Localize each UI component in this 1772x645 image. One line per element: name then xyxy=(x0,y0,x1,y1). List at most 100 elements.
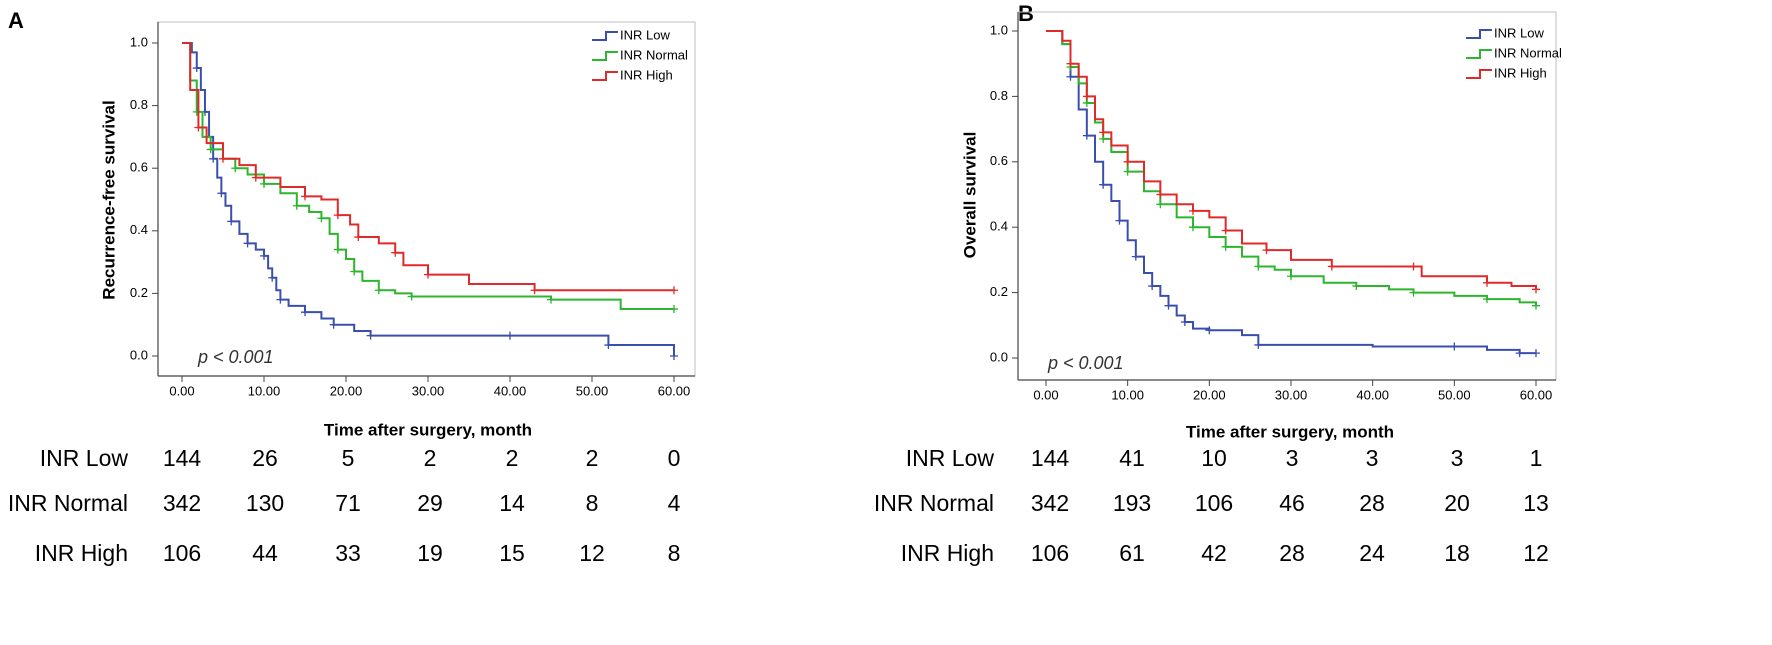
risk-table-count: 10 xyxy=(1201,445,1227,471)
risk-table-count: 19 xyxy=(417,540,443,566)
censor-mark-high xyxy=(670,286,678,295)
censor-mark-normal xyxy=(1409,288,1418,297)
censor-mark-high xyxy=(251,173,260,182)
risk-table-row-label: INR High xyxy=(35,540,128,566)
censor-mark-low xyxy=(243,239,252,248)
legend-label: INR Low xyxy=(1494,25,1544,40)
censor-mark-normal xyxy=(192,107,201,116)
risk-table-count: 2 xyxy=(586,445,599,471)
legend-swatch-high xyxy=(592,71,618,81)
censor-mark-normal xyxy=(1287,272,1295,281)
risk-table-count: 18 xyxy=(1444,540,1470,566)
censor-mark-low xyxy=(1066,72,1075,81)
risk-table-count: 2 xyxy=(424,445,437,471)
censor-mark-low xyxy=(268,273,277,282)
legend-label: INR Normal xyxy=(620,47,688,62)
risk-table-count: 29 xyxy=(417,490,443,516)
legend-swatch-normal xyxy=(1466,49,1492,59)
censor-mark-normal xyxy=(1189,223,1197,232)
risk-table-count: 0 xyxy=(668,445,681,471)
risk-table-count: 61 xyxy=(1119,540,1145,566)
x-tick-label: 0.00 xyxy=(169,383,194,398)
y-axis-title: Recurrence-free survival xyxy=(99,100,118,299)
censor-mark-normal xyxy=(1221,242,1230,251)
risk-table-count: 342 xyxy=(1031,490,1069,516)
panel-a: A0.00.20.40.60.81.00.00 10.00 20.00 30.00 40… xyxy=(8,8,696,566)
panel-label: B xyxy=(1018,1,1034,26)
censor-mark-low xyxy=(209,154,218,163)
censor-mark-normal xyxy=(374,286,383,295)
censor-mark-normal xyxy=(670,305,678,314)
y-tick-label: 0.2 xyxy=(130,285,148,300)
y-tick-label: 0.8 xyxy=(990,88,1008,103)
censor-mark-high xyxy=(1409,262,1418,271)
risk-table-count: 2 xyxy=(506,445,519,471)
risk-table-count: 144 xyxy=(163,445,202,471)
x-tick-label: 40.00 xyxy=(494,383,527,398)
km-curve-normal xyxy=(182,42,674,311)
x-tick-label: 50.00 xyxy=(1438,387,1471,402)
censor-mark-high xyxy=(194,123,203,132)
censor-mark-normal xyxy=(260,179,268,188)
censor-mark-normal xyxy=(1254,262,1263,271)
risk-table-count: 8 xyxy=(586,490,599,516)
censor-mark-low xyxy=(260,251,268,260)
risk-table-count: 106 xyxy=(1195,490,1233,516)
x-tick-label: 10.00 xyxy=(248,383,281,398)
risk-table-count: 13 xyxy=(1523,490,1549,516)
km-curve-low xyxy=(1046,30,1536,355)
x-tick-label: 40.00 xyxy=(1356,387,1389,402)
y-tick-label: 1.0 xyxy=(990,22,1008,37)
censor-mark-normal xyxy=(1483,295,1491,304)
censor-mark-low xyxy=(506,331,514,340)
risk-table-count: 15 xyxy=(499,540,525,566)
censor-mark-low xyxy=(1254,340,1263,349)
risk-table-count: 28 xyxy=(1279,540,1305,566)
km-curve-normal xyxy=(1046,30,1537,306)
legend-swatch-low xyxy=(592,31,618,41)
censor-mark-high xyxy=(530,286,539,295)
censor-mark-low xyxy=(1180,318,1189,327)
x-axis-title: Time after surgery, month xyxy=(1186,422,1394,441)
censor-mark-normal xyxy=(1352,282,1361,291)
legend-label: INR High xyxy=(620,67,673,82)
risk-table-count: 193 xyxy=(1113,490,1151,516)
censor-mark-low xyxy=(192,64,201,73)
x-tick-label: 10.00 xyxy=(1111,387,1144,402)
censor-mark-high xyxy=(1156,190,1165,199)
x-tick-label: 30.00 xyxy=(412,383,445,398)
risk-table-count: 12 xyxy=(1523,540,1549,566)
legend-label: INR Low xyxy=(620,27,670,42)
censor-mark-normal xyxy=(292,201,301,210)
risk-table-row-label: INR Normal xyxy=(8,490,128,516)
y-tick-label: 0.0 xyxy=(990,349,1008,364)
risk-table-count: 46 xyxy=(1279,490,1305,516)
x-tick-label: 60.00 xyxy=(658,383,691,398)
y-tick-label: 0.2 xyxy=(990,284,1008,299)
p-value-annotation: p < 0.001 xyxy=(1047,353,1124,373)
y-tick-label: 1.0 xyxy=(130,34,148,49)
censor-mark-high xyxy=(301,192,309,201)
censor-mark-normal xyxy=(317,214,326,223)
risk-table-count: 3 xyxy=(1451,445,1464,471)
censor-mark-high xyxy=(1099,128,1108,137)
legend-swatch-low xyxy=(1466,29,1492,39)
x-tick-label: 30.00 xyxy=(1275,387,1308,402)
censor-mark-normal xyxy=(1156,200,1165,209)
censor-mark-high xyxy=(391,248,400,257)
censor-mark-low xyxy=(1205,326,1214,335)
censor-mark-low xyxy=(1082,131,1091,140)
censor-mark-high xyxy=(219,154,227,163)
risk-table-count: 71 xyxy=(335,490,361,516)
censor-mark-high xyxy=(1483,278,1491,287)
y-axis-title: Overall survival xyxy=(960,132,979,259)
y-tick-label: 0.8 xyxy=(130,97,148,112)
km-curve-high xyxy=(1046,30,1537,290)
censor-mark-high xyxy=(1221,226,1230,235)
censor-mark-normal xyxy=(206,145,215,154)
risk-table-count: 20 xyxy=(1444,490,1470,516)
risk-table-count: 14 xyxy=(499,490,525,516)
risk-table-row-label: INR Normal xyxy=(874,490,994,516)
censor-mark-low xyxy=(1515,349,1524,358)
